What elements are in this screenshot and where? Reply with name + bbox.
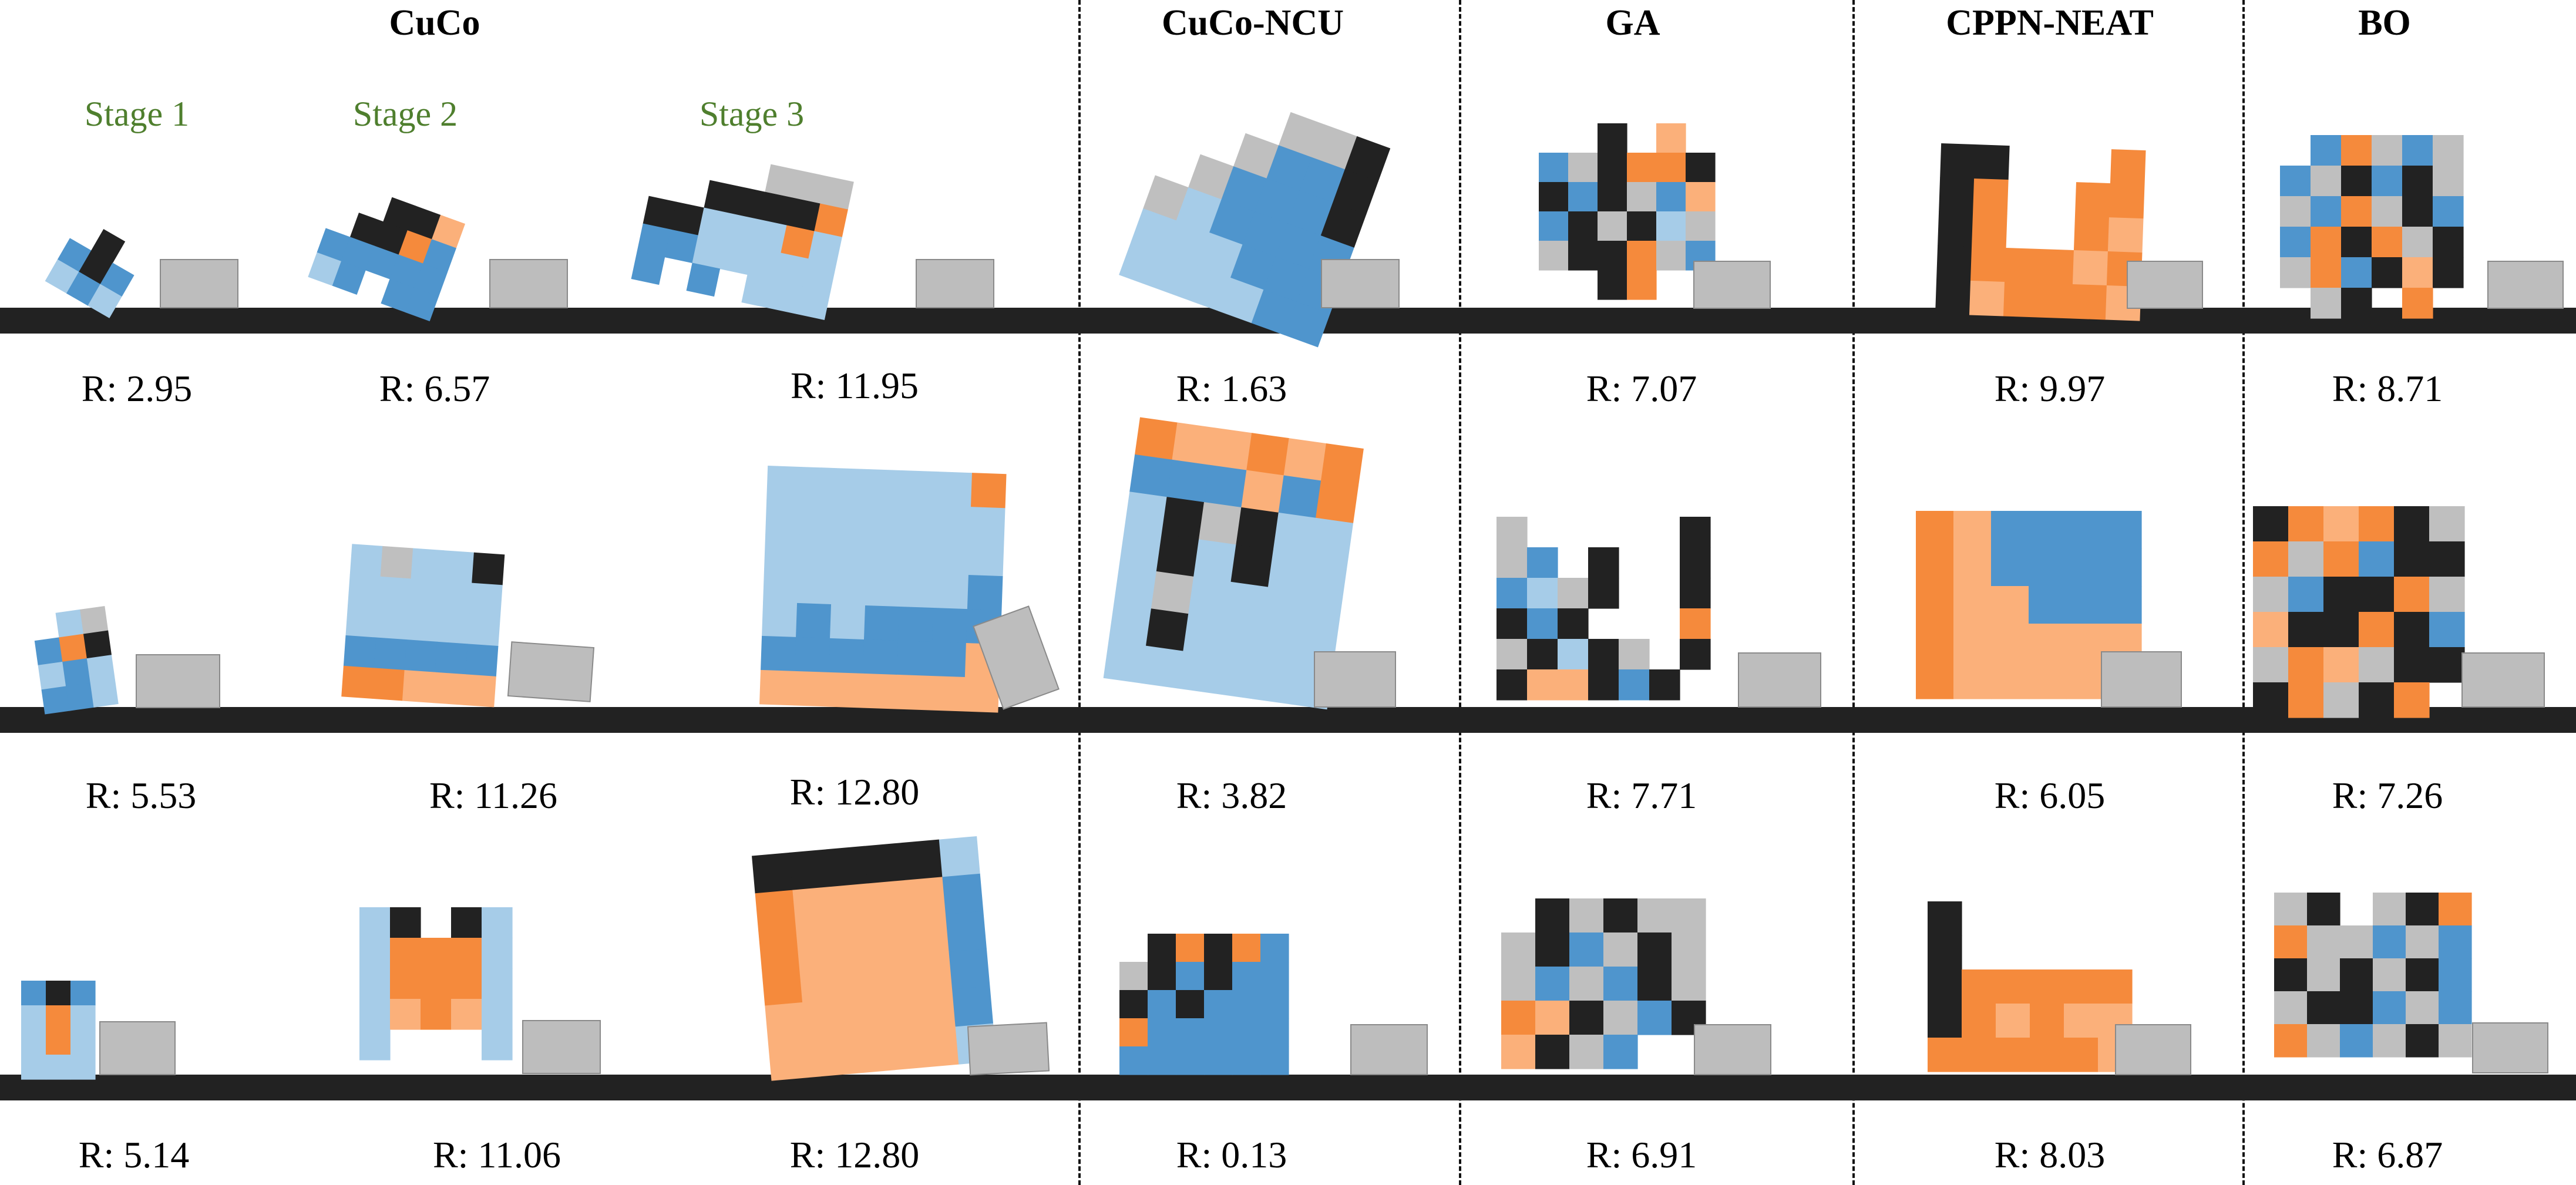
header-cuco-ncu: CuCo-NCU (1162, 3, 1344, 43)
reward-r3-c5: R: 6.91 (1586, 1134, 1697, 1176)
reward-r2-c3: R: 12.80 (789, 771, 920, 813)
reward-r1-c6: R: 9.97 (1994, 368, 2106, 409)
robot-r2-c3 (759, 466, 1007, 713)
header-bo: BO (2358, 3, 2411, 43)
robot-r1-c3 (631, 164, 854, 321)
robot-r3-c6 (1928, 901, 2133, 1072)
stage-3-label: Stage 3 (699, 95, 805, 133)
ground-row-2 (0, 707, 2576, 733)
reward-r3-c6: R: 8.03 (1994, 1134, 2106, 1176)
robot-r3-c7 (2274, 893, 2472, 1058)
box-r1-c4 (1321, 259, 1400, 308)
robot-r1-c6 (1935, 143, 2146, 321)
reward-r3-c2: R: 11.06 (432, 1134, 561, 1176)
reward-r1-c7: R: 8.71 (2332, 368, 2443, 409)
box-r3-c5 (1694, 1024, 1771, 1075)
header-cppn-neat: CPPN-NEAT (1946, 3, 2154, 43)
box-r1-c6 (2127, 261, 2203, 309)
box-r3-c3 (967, 1022, 1050, 1076)
reward-r3-c1: R: 5.14 (78, 1134, 190, 1176)
robot-r1-c7 (2280, 135, 2464, 319)
box-r1-c1 (160, 259, 238, 308)
robot-r3-c1 (21, 981, 96, 1080)
robot-r2-c4 (1103, 417, 1364, 710)
reward-r1-c1: R: 2.95 (81, 368, 193, 409)
robot-r1-c1 (45, 228, 134, 318)
box-r2-c7 (2461, 652, 2545, 708)
reward-r3-c4: R: 0.13 (1176, 1134, 1287, 1176)
reward-r2-c5: R: 7.71 (1586, 775, 1697, 816)
box-r2-c2 (507, 641, 595, 702)
box-r3-c1 (99, 1021, 176, 1075)
ground-row-3 (0, 1075, 2576, 1100)
box-r3-c7 (2472, 1022, 2548, 1073)
header-ga: GA (1605, 3, 1660, 43)
box-r1-c3 (916, 259, 994, 308)
robot-r3-c4 (1119, 934, 1289, 1075)
robot-r2-c5 (1496, 517, 1711, 701)
reward-r3-c7: R: 6.87 (2332, 1134, 2443, 1176)
box-r1-c7 (2487, 261, 2564, 309)
box-r1-c5 (1693, 261, 1771, 309)
reward-r2-c2: R: 11.26 (429, 775, 558, 816)
reward-r1-c5: R: 7.07 (1586, 368, 1697, 409)
reward-r2-c1: R: 5.53 (85, 775, 197, 816)
box-r3-c4 (1350, 1024, 1428, 1075)
reward-r3-c3: R: 12.80 (789, 1134, 920, 1176)
reward-r2-c7: R: 7.26 (2332, 775, 2443, 816)
separator-2 (1459, 0, 1461, 1185)
reward-r1-c2: R: 6.57 (379, 368, 490, 409)
robot-r2-c2 (341, 544, 505, 708)
robot-r3-c3 (751, 836, 997, 1081)
box-r2-c6 (2101, 651, 2182, 708)
reward-r1-c4: R: 1.63 (1176, 368, 1287, 409)
box-r3-c6 (2115, 1024, 2191, 1075)
robot-r3-c5 (1501, 898, 1706, 1069)
separator-4 (2242, 0, 2245, 1185)
reward-r2-c6: R: 6.05 (1994, 775, 2106, 816)
robot-r2-c7 (2253, 506, 2465, 718)
reward-r2-c4: R: 3.82 (1176, 775, 1287, 816)
stage-2-label: Stage 2 (352, 95, 458, 133)
box-r2-c4 (1314, 651, 1396, 708)
robot-r2-c1 (34, 605, 119, 715)
separator-1 (1078, 0, 1081, 1185)
box-r3-c2 (522, 1020, 601, 1074)
box-r2-c1 (136, 654, 220, 708)
robot-r1-c5 (1539, 123, 1716, 300)
box-r2-c5 (1738, 652, 1821, 708)
separator-3 (1852, 0, 1855, 1185)
robot-r1-c2 (308, 197, 466, 322)
box-r1-c2 (489, 259, 568, 308)
reward-r1-c3: R: 11.95 (790, 365, 919, 406)
stage-1-label: Stage 1 (84, 95, 190, 133)
robot-r1-c4 (1119, 112, 1391, 348)
robot-r3-c2 (359, 907, 513, 1061)
box-r2-c3 (973, 605, 1060, 710)
header-cuco: CuCo (389, 3, 480, 43)
